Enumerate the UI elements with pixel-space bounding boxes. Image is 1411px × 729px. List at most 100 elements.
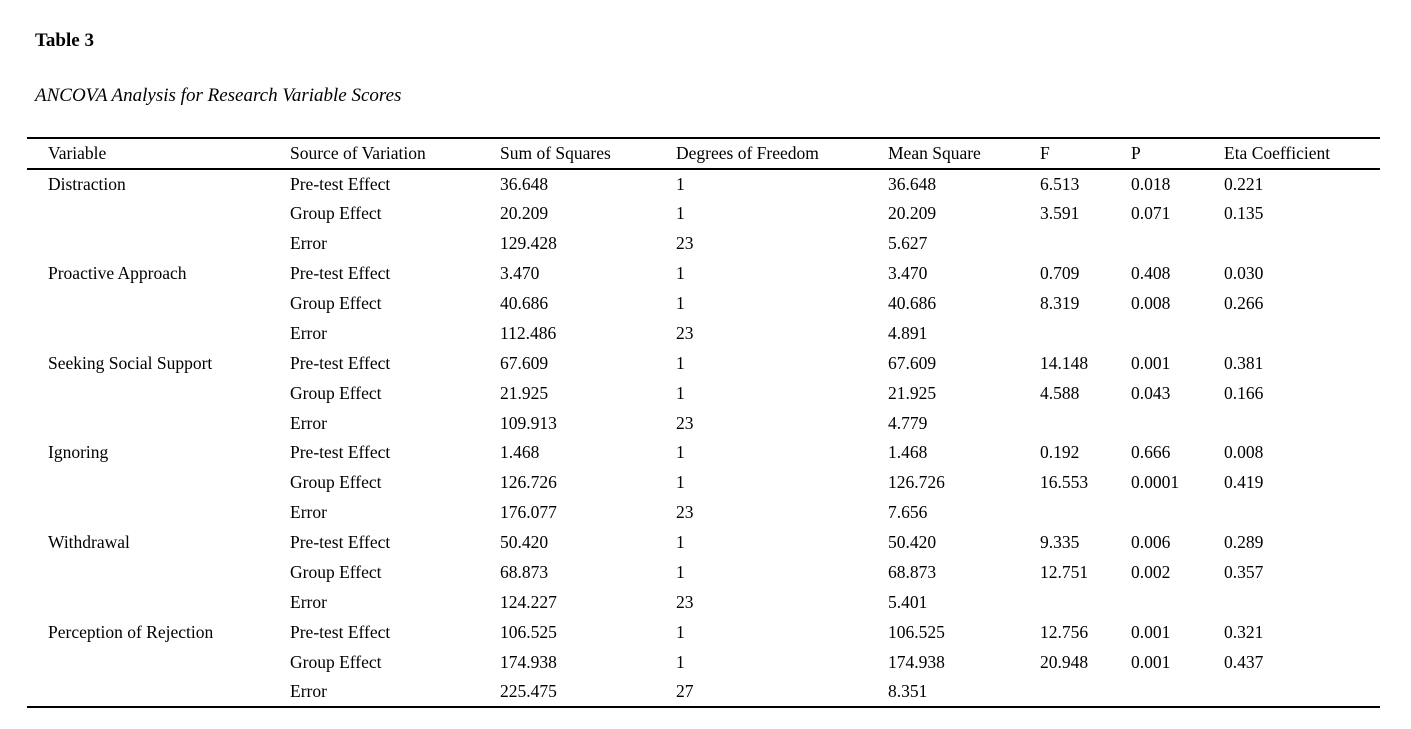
table-caption: ANCOVA Analysis for Research Variable Sc… — [35, 85, 402, 106]
table-cell: 1.468 — [888, 442, 928, 463]
table-cell: 106.525 — [500, 621, 557, 642]
table-cell — [1040, 318, 1131, 348]
table-cell: 12.756 — [1040, 621, 1089, 642]
table-cell: 0.408 — [1131, 263, 1171, 284]
table-cell: 0.008 — [1224, 442, 1264, 463]
table-cell — [1131, 677, 1224, 707]
table-cell: 5.401 — [888, 591, 928, 612]
table-cell: 0.266 — [1224, 293, 1264, 313]
table-cell: 8.319 — [1040, 293, 1080, 313]
table-cell: 3.470 — [888, 263, 928, 284]
table-cell: 21.925 — [500, 382, 549, 403]
table-cell: 8.351 — [888, 681, 928, 702]
table-cell: 36.648 — [888, 173, 937, 194]
table-cell: 112.486 — [500, 322, 557, 343]
table-cell: 3.470 — [500, 263, 540, 284]
table-cell: 1.468 — [500, 442, 540, 463]
table-cell: Error — [290, 322, 327, 343]
table-cell — [27, 378, 290, 408]
table-cell: Distraction — [48, 173, 126, 194]
table-cell: 0.437 — [1224, 651, 1264, 672]
table-row: Group Effect 20.209 1 20.209 3.591 0.071 0.135 — [27, 199, 1380, 229]
table-cell: 4.779 — [888, 412, 928, 433]
table-label: Table 3 — [35, 30, 94, 51]
table-cell: 124.227 — [500, 591, 557, 612]
table-cell: 4.891 — [888, 322, 928, 343]
table-cell: 109.913 — [500, 412, 557, 433]
table-cell: 174.938 — [500, 651, 557, 672]
table-cell: Perception of Rejection — [48, 621, 214, 642]
column-header: Variable — [48, 143, 107, 163]
table-cell: 23 — [676, 233, 694, 254]
table-cell: 50.420 — [888, 532, 937, 553]
table-cell: 1 — [676, 532, 685, 553]
header-row: Variable Source of Variation Sum of Square… — [27, 138, 1380, 169]
table-cell — [1131, 587, 1224, 617]
table-cell: 176.077 — [500, 502, 557, 523]
table-cell: 6.513 — [1040, 173, 1080, 194]
table-cell: 126.726 — [888, 472, 945, 493]
table-cell — [1131, 498, 1224, 528]
table-cell: 1 — [676, 352, 685, 373]
table-head: Variable Source of Variation Sum of Square… — [27, 138, 1380, 169]
table-cell: 23 — [676, 322, 694, 343]
table-cell — [1224, 677, 1380, 707]
table-cell — [1131, 318, 1224, 348]
table-cell: 0.001 — [1131, 651, 1171, 672]
table-cell: Error — [290, 233, 327, 254]
table-cell — [27, 199, 290, 229]
table-row: Error 225.475 27 8.351 — [27, 677, 1380, 708]
table-cell — [27, 587, 290, 617]
table-cell: 40.686 — [500, 293, 549, 313]
table-cell — [27, 289, 290, 319]
table-cell: Pre-test Effect — [290, 173, 391, 194]
table-cell — [1040, 408, 1131, 438]
table-cell: 0.018 — [1131, 173, 1171, 194]
table-cell: Group Effect — [290, 562, 382, 583]
table-cell: Group Effect — [290, 472, 382, 493]
table-cell: Group Effect — [290, 382, 382, 403]
table-cell: Ignoring — [48, 442, 109, 463]
table-row: Distraction Pre-test Effect 36.648 1 36.648 6… — [27, 169, 1380, 199]
table-row: Withdrawal Pre-test Effect 50.420 1 50.420 9.… — [27, 528, 1380, 558]
table-cell: 68.873 — [500, 562, 549, 583]
table-row: Group Effect 40.686 1 40.686 8.319 0.008 0.266 — [27, 289, 1380, 319]
table-cell: Pre-test Effect — [290, 532, 391, 553]
table-cell: 1 — [676, 472, 685, 493]
table-cell: 0.002 — [1131, 562, 1171, 583]
table-cell: 0.166 — [1224, 382, 1264, 403]
table-cell: 0.043 — [1131, 382, 1171, 403]
table-cell: 1 — [676, 173, 685, 194]
table-cell: 9.335 — [1040, 532, 1080, 553]
table-row: Error 109.913 23 4.779 — [27, 408, 1380, 438]
table-row: Proactive Approach Pre-test Effect 3.470 1 3… — [27, 259, 1380, 289]
table-cell: 1 — [676, 442, 685, 463]
table-cell: Pre-test Effect — [290, 352, 391, 373]
table-cell: 21.925 — [888, 382, 937, 403]
table-row: Perception of Rejection Pre-test Effect 10… — [27, 617, 1380, 647]
table-row: Group Effect 21.925 1 21.925 4.588 0.043 0.166 — [27, 378, 1380, 408]
table-cell: 1 — [676, 651, 685, 672]
table-cell — [1040, 498, 1131, 528]
table-cell: 174.938 — [888, 651, 945, 672]
table-cell — [1040, 229, 1131, 259]
table-cell — [27, 647, 290, 677]
table-cell: 106.525 — [888, 621, 945, 642]
table-cell: 0.289 — [1224, 532, 1264, 553]
table-cell — [27, 229, 290, 259]
table-cell: 23 — [676, 502, 694, 523]
table-cell — [1224, 318, 1380, 348]
column-header: Sum of Squares — [500, 143, 611, 163]
table-cell — [1224, 587, 1380, 617]
table-cell: 20.948 — [1040, 651, 1089, 672]
table-cell: 7.656 — [888, 502, 928, 523]
table-cell: Pre-test Effect — [290, 621, 391, 642]
table-cell: Proactive Approach — [48, 263, 187, 284]
table-cell: Error — [290, 502, 327, 523]
table-row: Ignoring Pre-test Effect 1.468 1 1.468 0.192 0… — [27, 438, 1380, 468]
column-header: Eta Coefficient — [1224, 143, 1331, 163]
table-cell: Error — [290, 681, 327, 702]
table-cell: 12.751 — [1040, 562, 1089, 583]
table-cell — [1224, 229, 1380, 259]
